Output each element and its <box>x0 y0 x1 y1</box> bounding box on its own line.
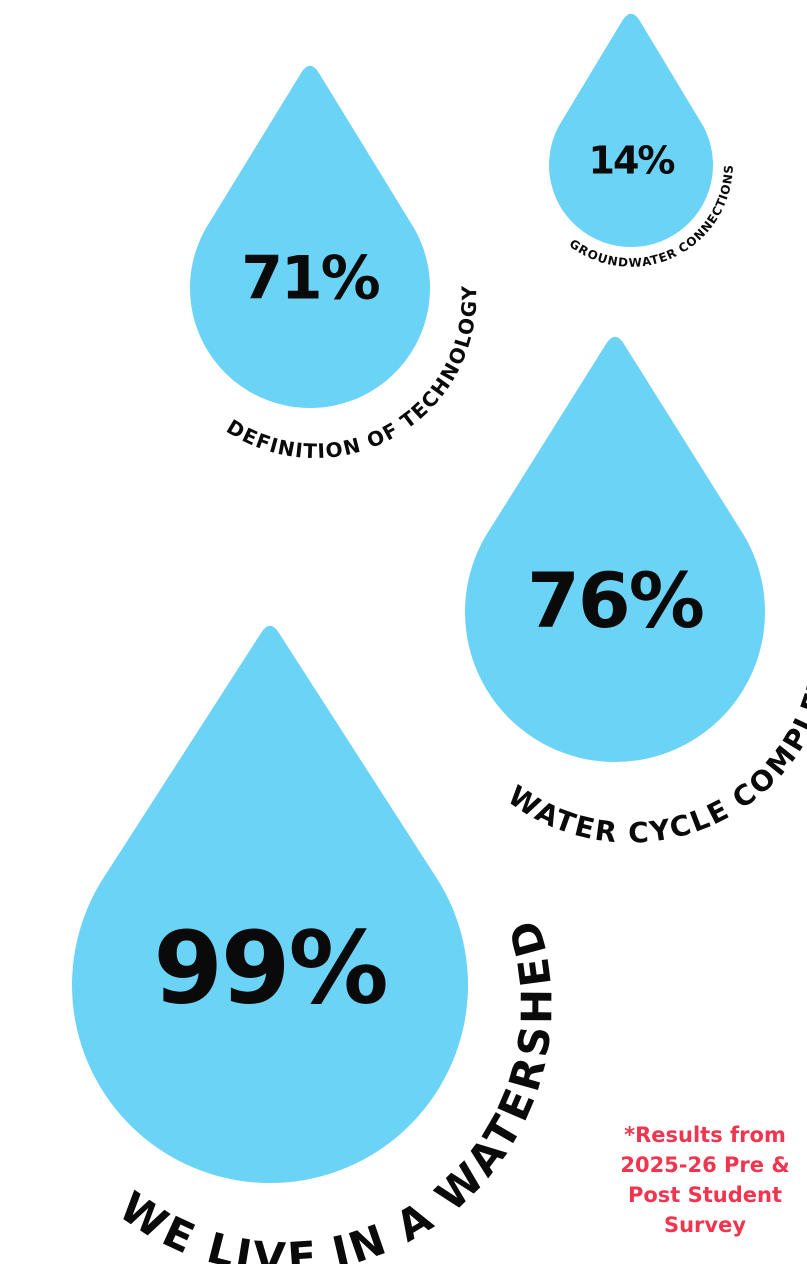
water-drop-shape <box>71 625 468 1183</box>
footnote-line-3: Post Student <box>627 1183 783 1207</box>
drop-water-cycle: 76%WATER CYCLE COMPLEXITY <box>465 336 807 850</box>
value-label: 99% <box>153 909 386 1026</box>
water-drop-shape <box>190 65 430 408</box>
drop-technology: 71%DEFINITION OF TECHNOLOGY <box>190 65 481 463</box>
value-label: 14% <box>589 139 675 183</box>
footnote-line-4: Survey <box>663 1213 747 1237</box>
footnote-line-2: 2025-26 Pre & <box>620 1153 790 1177</box>
value-label: 71% <box>241 244 379 314</box>
footnote-line-1: *Results from <box>624 1123 786 1147</box>
drop-groundwater: 14%GROUNDWATER CONNECTIONS <box>548 13 736 270</box>
water-drop-shape <box>548 13 713 247</box>
water-drop-shape <box>465 336 765 763</box>
survey-footnote: *Results from 2025-26 Pre & Post Student… <box>575 1120 807 1240</box>
drop-watershed: 99%WE LIVE IN A WATERSHED <box>71 625 561 1264</box>
value-label: 76% <box>527 556 703 645</box>
